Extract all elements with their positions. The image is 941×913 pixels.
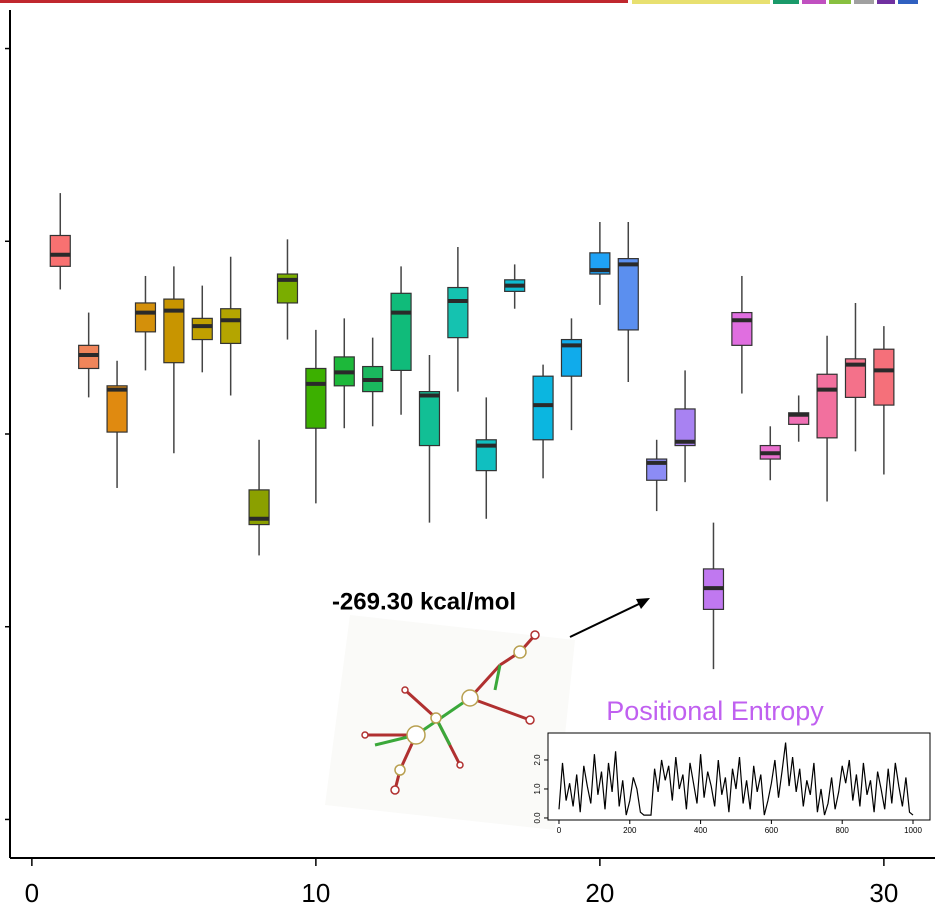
box bbox=[419, 392, 439, 446]
rna-structure bbox=[325, 615, 575, 830]
box bbox=[448, 288, 468, 338]
y-tick-label: 1.0 bbox=[533, 783, 542, 795]
y-tick-label: 2.0 bbox=[533, 754, 542, 766]
x-tick-label: 400 bbox=[694, 826, 708, 835]
box bbox=[192, 318, 212, 339]
box bbox=[533, 376, 553, 440]
x-tick-label: 800 bbox=[836, 826, 850, 835]
x-tick-label: 200 bbox=[623, 826, 637, 835]
inset-title: Positional Entropy bbox=[606, 696, 824, 726]
chart: 0 10 20 30 -269.30 kcal/mol Positional Entro… bbox=[0, 0, 941, 913]
annotation-arrow bbox=[570, 602, 643, 637]
box bbox=[221, 309, 241, 344]
top-strip bbox=[0, 0, 918, 4]
box bbox=[391, 293, 411, 370]
x-tick-label: 1000 bbox=[904, 826, 922, 835]
box bbox=[817, 374, 837, 438]
box bbox=[732, 313, 752, 346]
x-tick-label: 600 bbox=[765, 826, 779, 835]
x-tick-label: 30 bbox=[869, 878, 898, 908]
x-tick-label: 20 bbox=[585, 878, 614, 908]
box bbox=[135, 303, 155, 332]
x-tick-label: 0 bbox=[25, 878, 39, 908]
box bbox=[306, 368, 326, 428]
box bbox=[107, 386, 127, 432]
box bbox=[618, 259, 638, 330]
box bbox=[874, 349, 894, 405]
box bbox=[164, 299, 184, 363]
x-tick-label: 0 bbox=[557, 826, 562, 835]
y-tick-label: 0.0 bbox=[533, 812, 542, 824]
x-tick-label: 10 bbox=[301, 878, 330, 908]
annotation: -269.30 kcal/mol bbox=[332, 588, 516, 615]
inset-plot: Positional Entropy 0 200 400 600 800 1000 0.0 1.… bbox=[533, 696, 930, 835]
box bbox=[50, 235, 70, 266]
